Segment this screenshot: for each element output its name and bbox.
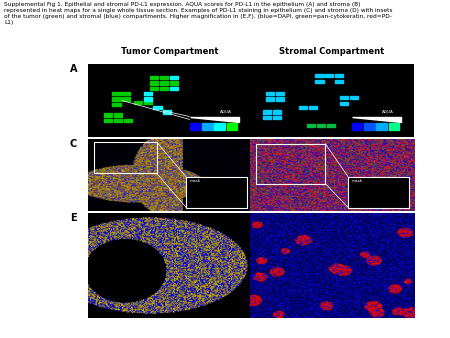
Bar xyxy=(144,101,152,104)
Bar xyxy=(273,116,281,119)
Polygon shape xyxy=(189,117,239,122)
Text: mask: mask xyxy=(351,178,363,183)
Polygon shape xyxy=(351,117,401,122)
Bar xyxy=(348,177,409,208)
Bar xyxy=(299,106,307,109)
Bar xyxy=(202,123,212,130)
Bar xyxy=(134,101,142,104)
Bar xyxy=(114,119,122,122)
Bar xyxy=(160,87,168,90)
Bar xyxy=(315,80,324,83)
Bar xyxy=(163,111,171,114)
Text: Supplemental Fig 1. Epithelial and stromal PD-L1 expression. AQUA scores for PD-: Supplemental Fig 1. Epithelial and strom… xyxy=(4,2,393,25)
Bar xyxy=(340,96,348,99)
Bar xyxy=(325,74,333,77)
Bar xyxy=(364,123,374,130)
Bar xyxy=(315,74,324,77)
Text: E: E xyxy=(70,213,76,223)
Text: AQUA: AQUA xyxy=(382,110,394,114)
Bar xyxy=(104,113,112,117)
Bar xyxy=(309,106,317,109)
Bar xyxy=(340,102,348,105)
Bar xyxy=(186,177,247,208)
Bar xyxy=(144,92,152,95)
Bar xyxy=(160,81,168,84)
Bar xyxy=(114,113,122,117)
Bar xyxy=(327,123,335,127)
Bar xyxy=(263,111,271,114)
Bar xyxy=(122,92,130,95)
Bar xyxy=(170,76,178,79)
Text: F: F xyxy=(232,213,238,223)
Bar xyxy=(376,123,387,130)
Bar xyxy=(112,97,121,101)
Bar xyxy=(266,97,274,101)
Bar xyxy=(351,123,362,130)
Bar xyxy=(150,81,158,84)
Text: AQUA: AQUA xyxy=(220,110,232,114)
Bar xyxy=(112,103,121,106)
Bar xyxy=(150,76,158,79)
Bar xyxy=(276,97,284,101)
Bar xyxy=(256,144,325,184)
Bar xyxy=(263,116,271,119)
Text: mask: mask xyxy=(189,178,201,183)
Bar xyxy=(276,92,284,95)
Bar xyxy=(124,119,132,122)
Bar xyxy=(317,123,325,127)
Bar xyxy=(273,111,281,114)
Text: C: C xyxy=(70,139,77,149)
Text: B: B xyxy=(232,64,239,74)
Bar xyxy=(266,92,274,95)
Bar xyxy=(335,80,343,83)
Bar xyxy=(388,123,399,130)
Text: A: A xyxy=(70,64,77,74)
Text: Stromal Compartment: Stromal Compartment xyxy=(279,47,384,56)
Bar xyxy=(226,123,237,130)
Text: D: D xyxy=(232,139,240,149)
Bar xyxy=(160,76,168,79)
Bar xyxy=(150,87,158,90)
Bar xyxy=(214,123,225,130)
Bar xyxy=(170,81,178,84)
Bar xyxy=(94,142,157,173)
Bar xyxy=(144,97,152,101)
Bar xyxy=(112,92,121,95)
Bar xyxy=(170,87,178,90)
Bar xyxy=(350,96,358,99)
Bar xyxy=(189,123,200,130)
Bar xyxy=(122,97,130,101)
Bar xyxy=(104,119,112,122)
Bar xyxy=(153,106,162,109)
Bar xyxy=(307,123,315,127)
Bar xyxy=(335,74,343,77)
Text: Tumor Compartment: Tumor Compartment xyxy=(121,47,219,56)
